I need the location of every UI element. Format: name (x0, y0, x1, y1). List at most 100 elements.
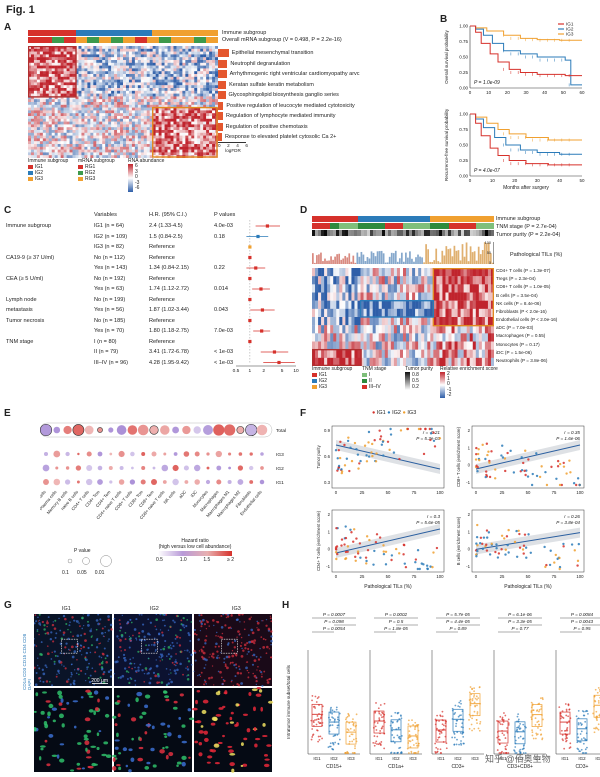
til-bar (388, 256, 391, 264)
heatmap-cell (185, 144, 189, 147)
scatter-point (384, 563, 388, 566)
heatmap-cell (164, 110, 168, 114)
heatmap-cell (399, 349, 404, 359)
heatmap-cell (146, 152, 150, 156)
heatmap-cell (99, 107, 103, 111)
heatmap-cell (191, 54, 195, 58)
cell-dot (67, 648, 70, 651)
heatmap-cell (387, 308, 392, 318)
scatter-point (476, 523, 479, 527)
heatmap-cell (173, 71, 177, 75)
heatmap-cell (318, 308, 322, 318)
heatmap-cell (36, 48, 41, 52)
heatmap-cell (182, 76, 186, 80)
heatmap-cell (472, 333, 476, 342)
heatmap-cell (430, 292, 434, 301)
cell-dot (235, 666, 238, 669)
heatmap-cell (123, 88, 127, 91)
heatmap-cell (45, 124, 49, 128)
heatmap-cell (206, 104, 210, 108)
heatmap-cell (137, 113, 142, 117)
heatmap-cell (120, 138, 124, 142)
til-bar (316, 255, 318, 264)
scatter-point (529, 551, 532, 555)
heatmap-cell (430, 357, 434, 366)
heatmap-cell (111, 141, 115, 145)
cell-dot (269, 617, 272, 620)
heatmap-cell (212, 68, 216, 72)
heatmap-cell (33, 107, 38, 111)
heatmap-cell (164, 68, 168, 72)
heatmap-cell (185, 132, 189, 136)
heatmap-cell (54, 88, 58, 91)
cell-dot (160, 656, 163, 659)
heatmap-cell (182, 141, 186, 145)
cell-dot (232, 684, 235, 687)
highlight-box-ig3 (151, 106, 218, 158)
cell-blob (84, 740, 90, 746)
panel-c-forest-table: Variables H.R. (95% C.I.) P values Immune s… (6, 212, 306, 366)
heatmap-cell (336, 276, 340, 285)
heatmap-cell (54, 135, 58, 139)
heatmap-cell (312, 268, 316, 277)
heatmap-cell (54, 144, 58, 147)
heatmap-cell (90, 155, 94, 158)
heatmap-cell (48, 127, 52, 131)
heatmap-cell (111, 132, 115, 136)
heatmap-cell (472, 317, 476, 326)
column-label: aDC (178, 489, 187, 499)
scatter-point (352, 540, 355, 543)
heatmap-cell (393, 349, 398, 359)
heatmap-cell (206, 146, 210, 150)
heatmap-cell (152, 102, 156, 105)
heatmap-cell (75, 113, 79, 117)
heatmap-cell (33, 79, 38, 83)
heatmap-cell (466, 325, 470, 334)
heatmap-cell (176, 110, 180, 114)
heatmap-cell (90, 130, 94, 133)
heatmap-cell (164, 79, 168, 83)
scatter-point (346, 439, 350, 443)
cell-dot (250, 628, 254, 632)
cell-blob (98, 730, 102, 733)
cell-dot (58, 617, 60, 620)
heatmap-cell (152, 121, 156, 125)
heatmap-cell (33, 138, 38, 142)
heatmap-cell (403, 300, 407, 310)
scatter-point (570, 543, 574, 546)
heatmap-cell (333, 300, 337, 310)
heatmap-cell (360, 308, 364, 318)
heatmap-cell (406, 284, 410, 293)
heatmap-cell (39, 60, 44, 63)
heatmap-cell (191, 74, 195, 77)
heatmap-cell (111, 138, 115, 142)
heatmap-cell (448, 268, 452, 277)
cell-dot (98, 655, 101, 658)
til-bar (328, 260, 330, 264)
cell-dot (193, 649, 196, 653)
heatmap-cell (384, 349, 389, 359)
scatter-point (543, 545, 546, 549)
heatmap-cell (399, 300, 404, 310)
heatmap-cell (206, 48, 210, 52)
heatmap-cell (200, 88, 204, 91)
heatmap-cell (84, 93, 88, 97)
cell-blob (116, 763, 121, 767)
heatmap-cell (324, 341, 328, 350)
cell-dot (247, 676, 250, 679)
bubble (259, 479, 265, 485)
heatmap-cell (117, 68, 121, 72)
heatmap-cell (418, 268, 422, 277)
heatmap-cell (96, 88, 100, 91)
heatmap-cell (78, 57, 82, 61)
heatmap-cell (125, 152, 130, 156)
heatmap-cell (99, 57, 103, 61)
heatmap-cell (63, 71, 67, 75)
cell-dot (88, 680, 92, 684)
scatter-point (558, 565, 562, 569)
heatmap-cell (182, 96, 186, 100)
cell-dot (129, 637, 132, 639)
heatmap-cell (197, 68, 201, 72)
cell-blob (101, 753, 107, 757)
heatmap-cell (433, 333, 437, 342)
